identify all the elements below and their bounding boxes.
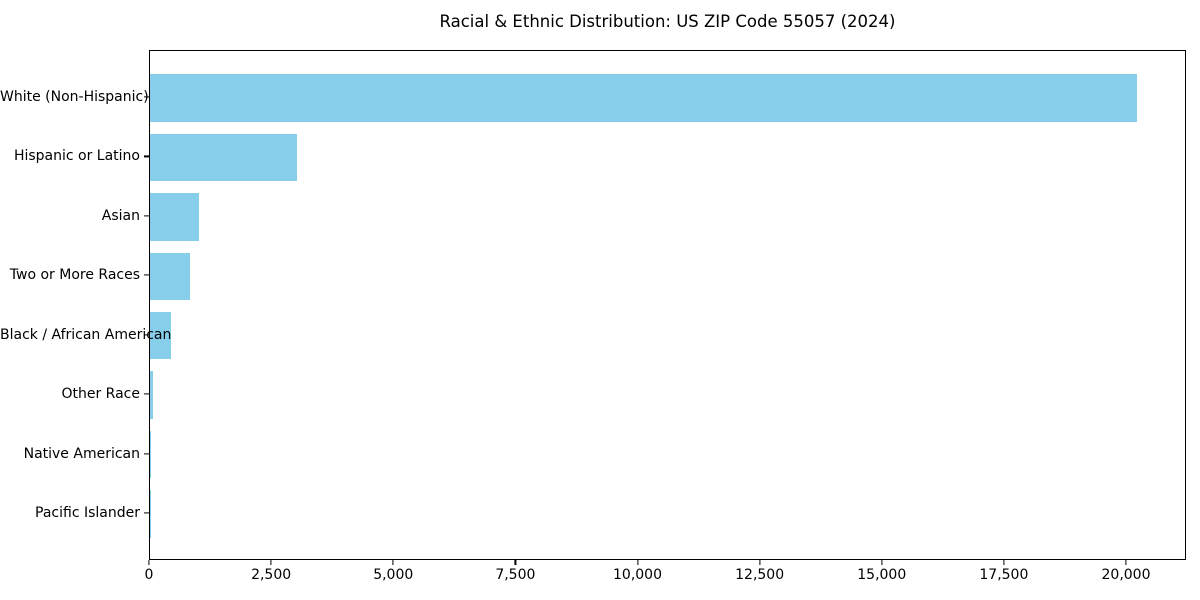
- y-tick: [144, 512, 149, 514]
- y-tick: [144, 155, 149, 157]
- y-tick-label: White (Non-Hispanic): [0, 88, 149, 105]
- y-tick-label: Pacific Islander: [35, 505, 140, 522]
- bar: [150, 430, 152, 479]
- chart-title: Racial & Ethnic Distribution: US ZIP Cod…: [439, 12, 896, 31]
- x-tick-label: 20,000: [1101, 567, 1151, 583]
- x-tick-label: 0: [144, 567, 154, 583]
- x-tick-label: 7,500: [495, 567, 536, 583]
- bar: [150, 133, 297, 182]
- y-tick-label: Hispanic or Latino: [13, 148, 140, 165]
- bar: [150, 371, 154, 419]
- y-tick-label: Other Race: [61, 386, 140, 403]
- x-tick: [759, 560, 761, 565]
- x-tick-label: 12,500: [735, 567, 785, 583]
- bar: [150, 74, 1137, 122]
- x-tick: [636, 560, 639, 565]
- x-tick: [1125, 560, 1127, 565]
- x-tick: [881, 560, 883, 565]
- y-tick: [144, 334, 149, 336]
- y-tick: [144, 453, 149, 455]
- x-tick-label: 5,000: [373, 567, 414, 583]
- x-tick: [514, 560, 516, 565]
- x-tick-label: 15,000: [857, 567, 907, 583]
- y-tick: [144, 393, 149, 395]
- y-tick: [144, 215, 149, 217]
- x-tick-label: 17,500: [979, 567, 1029, 583]
- x-tick: [1003, 560, 1005, 565]
- x-tick: [270, 560, 272, 565]
- plot-area: [149, 50, 1186, 560]
- x-tick-label: 2,500: [251, 567, 292, 583]
- y-tick: [144, 96, 149, 98]
- y-tick-label: Native American: [23, 445, 140, 462]
- y-tick-label: Two or More Races: [9, 267, 140, 284]
- x-tick: [392, 560, 394, 565]
- bar: [150, 252, 190, 301]
- y-tick-label: Asian: [101, 207, 140, 224]
- y-tick-label: Black / African American: [0, 326, 172, 343]
- bar: [150, 311, 172, 360]
- x-tick-label: 10,000: [613, 567, 662, 583]
- x-tick: [148, 560, 150, 565]
- bar: [150, 193, 199, 241]
- y-tick: [144, 274, 149, 276]
